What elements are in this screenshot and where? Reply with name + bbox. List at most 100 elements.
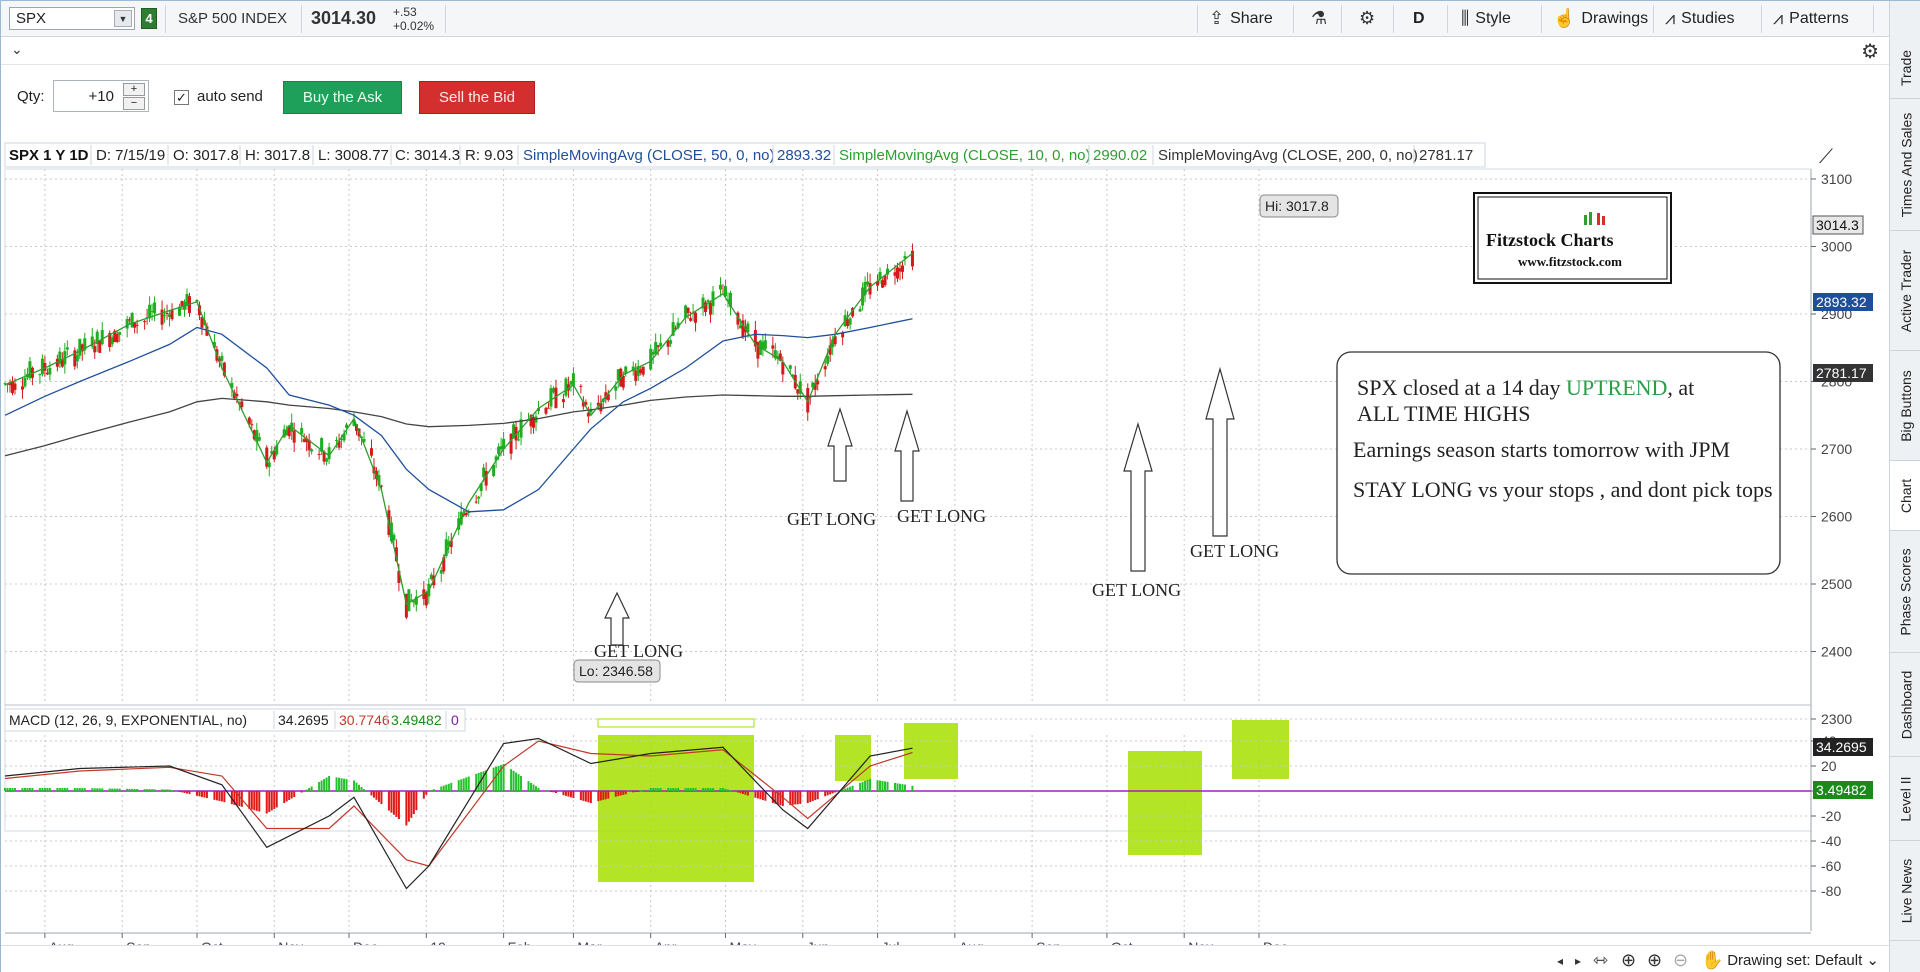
symbol-dropdown-icon[interactable]: ▼ (114, 10, 132, 27)
crosshair-icon[interactable]: ⊕ (1621, 950, 1637, 970)
candle-body (816, 380, 820, 385)
candle-body (212, 341, 216, 348)
scroll-left-icon[interactable]: ◂ (1557, 954, 1564, 968)
tab-times-and-sales[interactable]: Times And Sales (1890, 99, 1920, 231)
candle-body (561, 399, 565, 403)
tab-dashboard[interactable]: Dashboard (1890, 653, 1920, 757)
candle-body (464, 513, 468, 516)
chart-expand-icon[interactable]: ⟋ (1819, 146, 1833, 168)
tab-phase-scores[interactable]: Phase Scores (1890, 531, 1920, 653)
chevron-down-icon[interactable]: ⌄ (11, 41, 23, 57)
change-percent: +0.02% (393, 19, 435, 33)
candle-body (753, 330, 757, 347)
macd-hist-bar (712, 788, 715, 791)
candle-body (624, 366, 628, 374)
zoom-in-icon[interactable]: ⊕ (1647, 950, 1663, 970)
gear-icon: ⚙ (1359, 8, 1376, 28)
price-chart[interactable]: SPX 1 Y 1D D: 7/15/19 O: 3017.8 H: 3017.… (1, 127, 1889, 972)
macd-hist-bar (318, 782, 321, 791)
macd-hist-bar (692, 788, 695, 791)
tab-big-buttons[interactable]: Big Buttons (1890, 351, 1920, 461)
settings-button[interactable]: ⚙ (1351, 1, 1383, 36)
macd-hist-bar (500, 764, 503, 791)
symbol-input[interactable]: SPX ▼ (9, 7, 135, 30)
buy-ask-button[interactable]: Buy the Ask (283, 81, 402, 114)
macd-hist-bar (642, 789, 645, 791)
macd-hist-bar (380, 791, 383, 805)
change-value: +.53 (393, 5, 417, 19)
studies-button[interactable]: ⩘ Studies (1657, 1, 1743, 36)
sub-toolbar: ⌄ ⚙ (1, 37, 1889, 65)
period-button[interactable]: D (1405, 1, 1433, 36)
candle-body (407, 589, 411, 612)
sell-bid-button[interactable]: Sell the Bid (419, 81, 535, 114)
macd-hist-bar (881, 780, 884, 791)
macd-hist-bar (93, 788, 96, 791)
macd-hist-bar (198, 791, 201, 797)
up-arrow-icon (1123, 421, 1153, 572)
qty-increase-button[interactable]: + (123, 83, 145, 96)
note-paragraphs: Earnings season starts tomorrow with JPM… (1353, 437, 1773, 502)
macd-hist-bar (283, 791, 286, 803)
macd-hist-bar (704, 788, 707, 791)
macd-hist-bar (632, 791, 635, 793)
candle-body (317, 454, 321, 456)
get-long-annotation: GET LONG (1092, 421, 1181, 600)
zoom-out-icon[interactable]: ⊖ (1673, 950, 1689, 970)
gear-icon[interactable]: ⚙ (1861, 41, 1879, 63)
price-tick-label: 2700 (1821, 441, 1852, 457)
tab-level-ii[interactable]: Level II (1890, 757, 1920, 841)
macd-hist-bar (624, 791, 627, 795)
candle-body (389, 522, 393, 542)
macd-hist-bar (659, 788, 662, 791)
macd-hist-bar (677, 788, 680, 791)
style-button[interactable]: ⫼ Style (1453, 1, 1519, 36)
scroll-right-icon[interactable]: ▸ (1575, 954, 1582, 968)
candle-body (352, 419, 356, 426)
pan-hand-icon[interactable]: ✋ (1701, 950, 1724, 970)
expand-width-icon[interactable]: ⇿ (1593, 950, 1609, 970)
macd-hist-bar (320, 780, 323, 791)
link-group-badge[interactable]: 4 (141, 8, 157, 29)
candle-body (285, 429, 289, 436)
index-name: S&P 500 INDEX (178, 10, 287, 27)
macd-hist-bar (684, 788, 687, 791)
candle-body (424, 592, 428, 606)
svg-text:MACD (12, 26, 9, EXPONENTIAL,: MACD (12, 26, 9, EXPONENTIAL, no) (9, 712, 247, 728)
macd-hist-bar (432, 789, 435, 791)
qty-value[interactable]: +10 (88, 88, 114, 105)
tab-active-trader[interactable]: Active Trader (1890, 231, 1920, 351)
quantity-stepper[interactable]: +10 + − (53, 80, 149, 112)
tab-chart[interactable]: Chart (1890, 461, 1920, 531)
candle-body (83, 338, 87, 351)
macd-hist-bar (61, 788, 64, 791)
macd-hist-bar (166, 789, 169, 791)
macd-hist-bar (634, 791, 637, 792)
candle-body (482, 467, 486, 478)
macd-hist-bar (544, 790, 547, 792)
candle-body (340, 439, 344, 441)
candle-body (292, 430, 296, 443)
macd-hist-bar (66, 788, 69, 791)
macd-hist-bar (185, 791, 188, 794)
macd-hist-bar (579, 791, 582, 801)
macd-hist-bar (31, 788, 34, 791)
patterns-button[interactable]: ⩘ Patterns (1765, 1, 1857, 36)
drawings-button[interactable]: ☝ Drawings (1545, 1, 1656, 36)
macd-hist-bar (255, 791, 258, 811)
macd-hist-bar (48, 788, 51, 791)
macd-hist-bar (407, 791, 410, 822)
flask-button[interactable]: ⚗ (1303, 1, 1335, 36)
auto-send-checkbox[interactable]: ✓ (174, 90, 189, 105)
candle-body (197, 305, 201, 316)
tab-trade[interactable]: Trade (1890, 37, 1920, 99)
qty-decrease-button[interactable]: − (123, 97, 145, 110)
tab-live-news[interactable]: Live News (1890, 841, 1920, 941)
share-button[interactable]: ⇪ Share (1201, 1, 1281, 36)
macd-hist-bar (485, 770, 488, 791)
macd-hist-bar (527, 781, 530, 791)
candle-body (671, 322, 675, 336)
svg-text:2893.32: 2893.32 (1816, 294, 1867, 310)
drawing-set-label[interactable]: Drawing set: Default ⌄ (1727, 952, 1879, 969)
candle-body (369, 448, 373, 456)
